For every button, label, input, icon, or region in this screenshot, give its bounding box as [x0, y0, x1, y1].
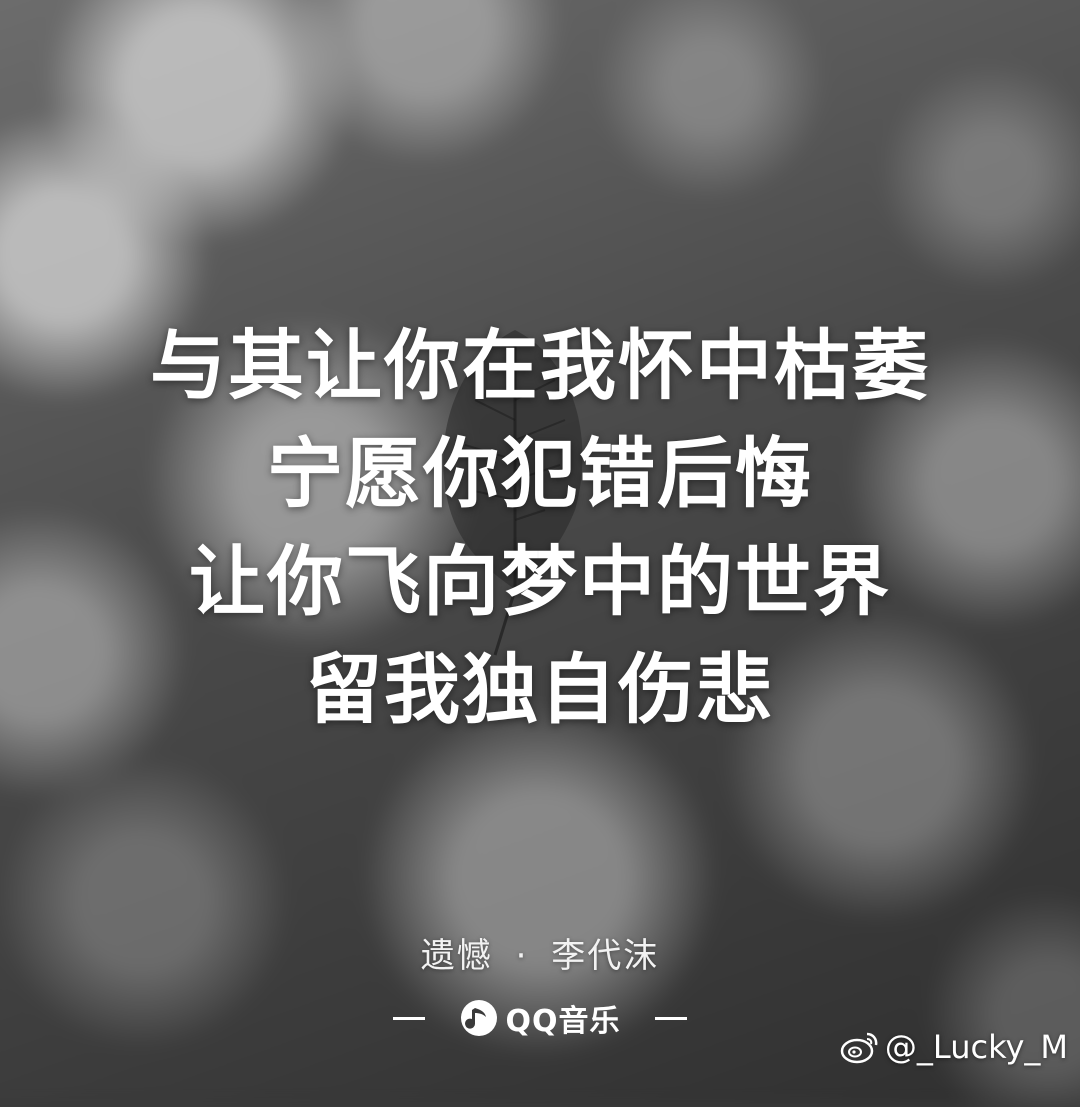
- weibo-icon: [840, 1032, 878, 1064]
- right-dash: [654, 1016, 687, 1020]
- lyric-line: 让你飞向梦中的世界: [189, 537, 891, 626]
- watermark-handle: @_Lucky_M: [884, 1028, 1068, 1066]
- left-dash: [393, 1016, 426, 1020]
- lyric-line: 留我独自伤悲: [306, 645, 774, 734]
- lyric-line: 宁愿你犯错后悔: [267, 429, 813, 518]
- leaf-image: [443, 330, 583, 656]
- qq-music-logo: QQ音乐: [459, 996, 620, 1040]
- artist-name: 李代沫: [551, 936, 660, 976]
- song-credit: 遗憾 · 李代沫: [0, 928, 1080, 977]
- qq-music-icon: [461, 1000, 498, 1036]
- credit-separator: ·: [515, 936, 529, 976]
- song-title: 遗憾: [420, 936, 493, 976]
- lyrics-block: 与其让你在我怀中枯萎 宁愿你犯错后悔 让你飞向梦中的世界 留我独自伤悲: [0, 312, 1080, 744]
- brand-footer: QQ音乐: [0, 996, 1080, 1040]
- brand-name: QQ音乐: [505, 1004, 621, 1039]
- lyric-line: 与其让你在我怀中枯萎: [150, 321, 930, 410]
- weibo-watermark: @_Lucky_M: [839, 1028, 1068, 1066]
